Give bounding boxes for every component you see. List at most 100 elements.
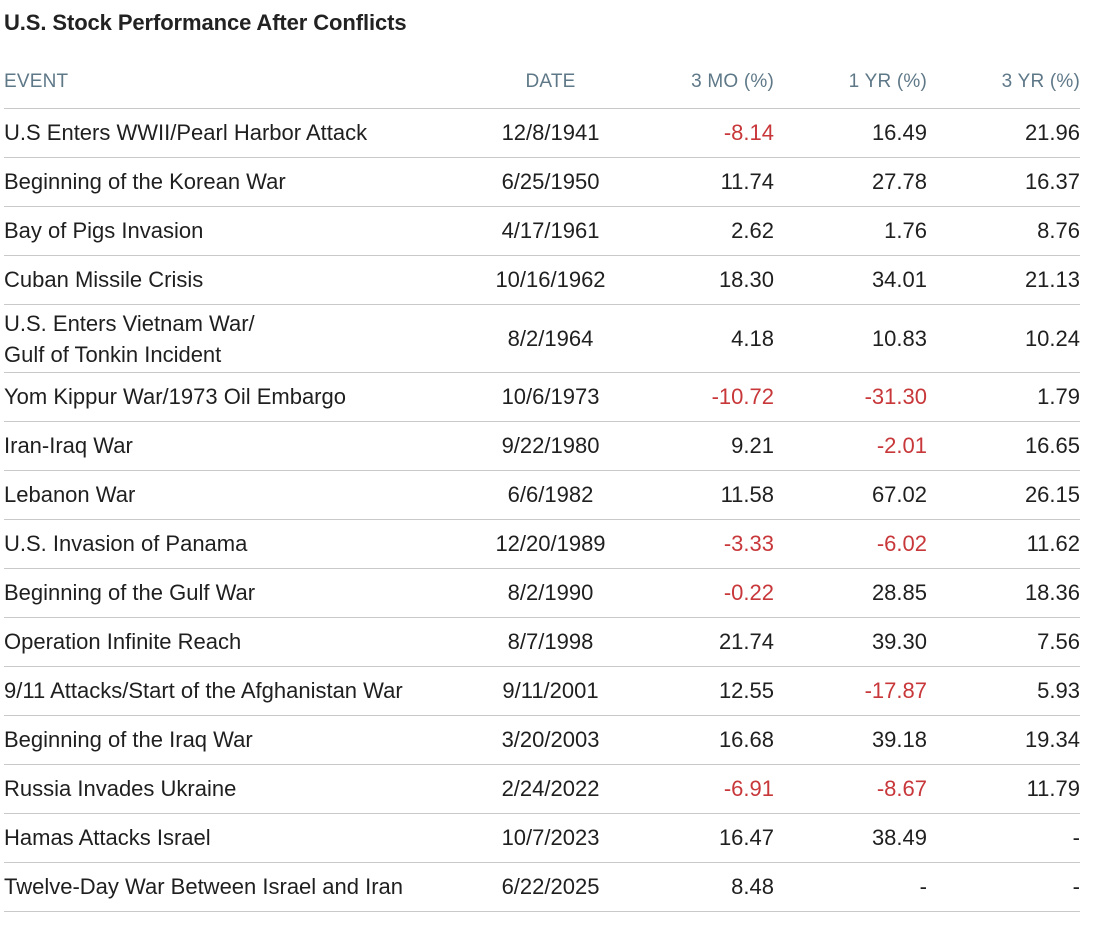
three-year-cell: 7.56 — [1037, 629, 1080, 654]
table-row: U.S. Invasion of Panama 12/20/1989 -3.33 -6… — [4, 520, 1080, 569]
one-year-cell: 16.49 — [871, 120, 927, 145]
date-cell: 10/16/1962 — [495, 267, 606, 292]
table-row: Hamas Attacks Israel 10/7/2023 16.47 38.49 - — [4, 814, 1080, 863]
table-row: Twelve-Day War Between Israel and Iran 6/… — [4, 863, 1080, 912]
table-row: Iran-Iraq War 9/22/1980 9.21 -2.01 16.65 — [4, 422, 1080, 471]
one-year-cell: -17.87 — [864, 678, 927, 703]
event-cell: Beginning of the Iraq War — [4, 727, 253, 752]
three-year-cell: 26.15 — [1024, 482, 1080, 507]
date-cell: 9/11/2001 — [502, 678, 599, 703]
three-month-cell: 12.55 — [718, 678, 774, 703]
conflicts-table: EVENT DATE 3 MO (%) 1 YR (%) 3 YR (%) U.… — [4, 56, 1080, 912]
date-cell: 8/2/1990 — [507, 580, 594, 605]
three-month-cell: 18.30 — [718, 267, 774, 292]
three-year-cell: 16.65 — [1024, 433, 1080, 458]
table-row: Russia Invades Ukraine 2/24/2022 -6.91 -8.6… — [4, 765, 1080, 814]
date-cell: 3/20/2003 — [501, 727, 600, 752]
three-year-cell: 10.24 — [1024, 325, 1080, 351]
event-cell: Operation Infinite Reach — [4, 629, 242, 654]
table-row: Beginning of the Gulf War 8/2/1990 -0.22 28… — [4, 569, 1080, 618]
one-year-cell: 67.02 — [871, 482, 927, 507]
one-year-cell: 10.83 — [871, 325, 927, 351]
three-month-cell: 16.47 — [718, 825, 774, 850]
event-line-1: U.S. Enters Vietnam War/ — [4, 310, 255, 336]
date-cell: 4/17/1961 — [501, 218, 600, 243]
event-cell: Cuban Missile Crisis — [4, 267, 204, 292]
three-month-cell: -3.33 — [723, 531, 774, 556]
column-header-3yr: 3 YR (%) — [1001, 71, 1080, 92]
column-header-1yr: 1 YR (%) — [848, 71, 927, 92]
one-year-cell: 28.85 — [871, 580, 927, 605]
three-year-cell: 18.36 — [1024, 580, 1080, 605]
date-cell: 12/8/1941 — [501, 120, 600, 145]
one-year-cell: 39.18 — [871, 727, 927, 752]
date-cell: 10/6/1973 — [501, 384, 600, 409]
table-row: Yom Kippur War/1973 Oil Embargo 10/6/1973… — [4, 373, 1080, 422]
three-month-cell: -8.14 — [723, 120, 774, 145]
table-row: Beginning of the Korean War 6/25/1950 11.7… — [4, 158, 1080, 207]
date-cell: 9/22/1980 — [501, 433, 600, 458]
one-year-cell: -8.67 — [876, 776, 927, 801]
event-cell: Beginning of the Gulf War — [4, 580, 256, 605]
three-year-cell: - — [1072, 825, 1080, 850]
event-cell: Hamas Attacks Israel — [4, 825, 211, 850]
three-year-cell: 1.79 — [1037, 384, 1080, 409]
date-cell: 8/7/1998 — [507, 629, 594, 654]
three-year-cell: 19.34 — [1024, 727, 1080, 752]
event-cell: 9/11 Attacks/Start of the Afghanistan Wa… — [4, 678, 403, 703]
one-year-cell: -2.01 — [876, 433, 927, 458]
three-month-cell: 11.74 — [720, 169, 774, 194]
date-cell: 6/25/1950 — [501, 169, 600, 194]
three-month-cell: -6.91 — [723, 776, 774, 801]
table-title: U.S. Stock Performance After Conflicts — [4, 10, 407, 35]
event-cell: Lebanon War — [4, 482, 136, 507]
column-header-event: EVENT — [4, 71, 69, 92]
table-row: U.S Enters WWII/Pearl Harbor Attack 12/8/… — [4, 109, 1080, 158]
date-cell: 2/24/2022 — [501, 776, 600, 801]
event-cell: U.S. Enters Vietnam War/Gulf of Tonkin I… — [4, 308, 474, 370]
three-year-cell: 8.76 — [1037, 218, 1080, 243]
column-header-3mo: 3 MO (%) — [691, 71, 774, 92]
one-year-cell: 27.78 — [871, 169, 927, 194]
three-month-cell: 8.48 — [731, 874, 774, 899]
three-month-cell: -0.22 — [723, 580, 774, 605]
one-year-cell: 38.49 — [871, 825, 927, 850]
table-row: Lebanon War 6/6/1982 11.58 67.02 26.15 — [4, 471, 1080, 520]
one-year-cell: 39.30 — [871, 629, 927, 654]
date-cell: 6/22/2025 — [501, 874, 600, 899]
three-year-cell: 11.79 — [1026, 776, 1080, 801]
event-cell: Twelve-Day War Between Israel and Iran — [4, 874, 404, 899]
table-row: Beginning of the Iraq War 3/20/2003 16.68 3… — [4, 716, 1080, 765]
one-year-cell: 1.76 — [884, 218, 927, 243]
date-cell: 8/2/1964 — [507, 325, 594, 351]
three-year-cell: 21.96 — [1024, 120, 1080, 145]
one-year-cell: 34.01 — [871, 267, 927, 292]
table-row: 9/11 Attacks/Start of the Afghanistan Wa… — [4, 667, 1080, 716]
table-row: Cuban Missile Crisis 10/16/1962 18.30 34.01… — [4, 256, 1080, 305]
three-month-cell: 4.18 — [731, 325, 774, 351]
event-cell: Yom Kippur War/1973 Oil Embargo — [4, 384, 346, 409]
three-year-cell: 5.93 — [1037, 678, 1080, 703]
table-row: Bay of Pigs Invasion 4/17/1961 2.62 1.76 8.7… — [4, 207, 1080, 256]
event-cell: Russia Invades Ukraine — [4, 776, 237, 801]
three-month-cell: 9.21 — [731, 433, 774, 458]
event-cell: U.S. Invasion of Panama — [4, 531, 248, 556]
three-year-cell: 16.37 — [1024, 169, 1080, 194]
three-month-cell: 21.74 — [718, 629, 774, 654]
three-month-cell: -10.72 — [711, 384, 774, 409]
event-cell: U.S Enters WWII/Pearl Harbor Attack — [4, 120, 368, 145]
three-month-cell: 16.68 — [718, 727, 774, 752]
column-header-date: DATE — [525, 71, 576, 92]
three-year-cell: - — [1072, 874, 1080, 899]
three-month-cell: 2.62 — [731, 218, 774, 243]
table-row: U.S. Enters Vietnam War/Gulf of Tonkin I… — [4, 305, 1080, 373]
event-cell: Bay of Pigs Invasion — [4, 218, 204, 243]
one-year-cell: -6.02 — [876, 531, 927, 556]
three-year-cell: 11.62 — [1026, 531, 1080, 556]
date-cell: 12/20/1989 — [495, 531, 606, 556]
event-cell: Beginning of the Korean War — [4, 169, 286, 194]
one-year-cell: - — [919, 874, 927, 899]
one-year-cell: -31.30 — [864, 384, 927, 409]
event-line-2: Gulf of Tonkin Incident — [4, 341, 222, 367]
date-cell: 6/6/1982 — [507, 482, 594, 507]
